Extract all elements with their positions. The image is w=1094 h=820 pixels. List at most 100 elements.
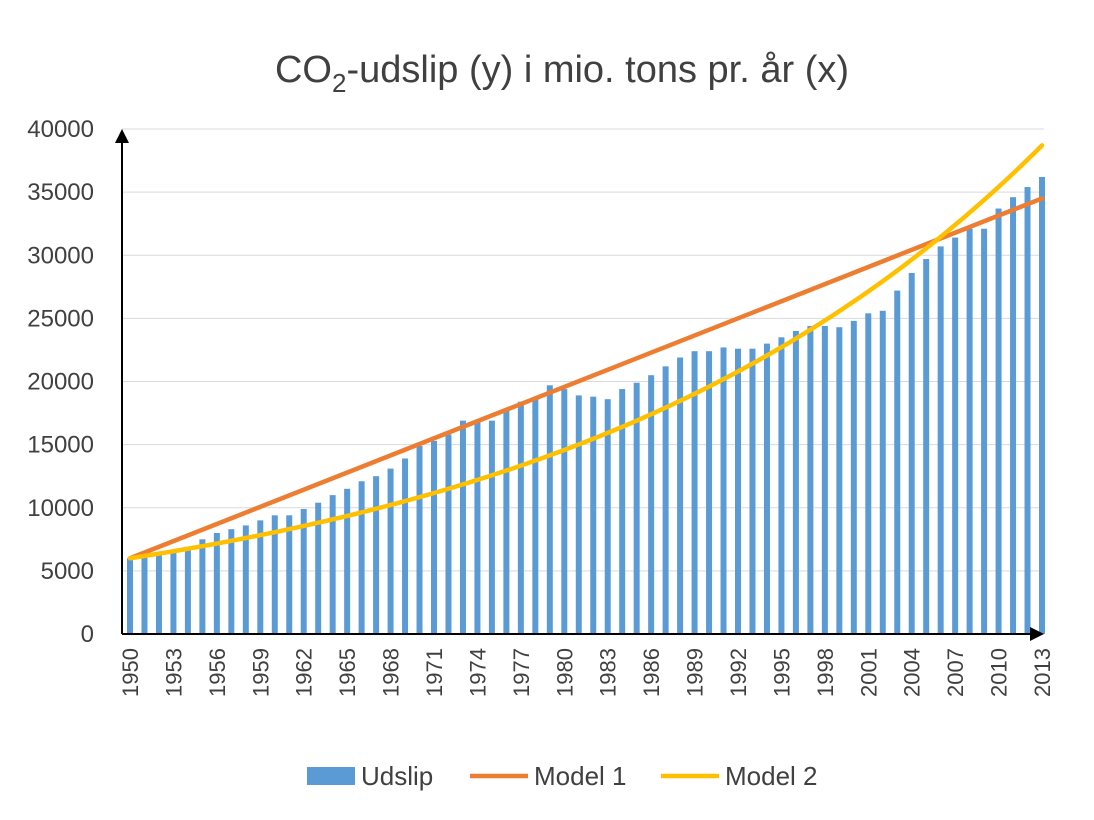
bar [648, 375, 655, 634]
y-tick-label: 5000 [41, 558, 94, 585]
x-tick-label: 2007 [943, 648, 968, 697]
bar [1010, 197, 1017, 635]
bar [271, 515, 278, 634]
x-tick-label: 2004 [900, 648, 925, 697]
bar [315, 502, 322, 634]
x-tick-label: 1971 [422, 648, 447, 697]
y-tick-label: 0 [81, 621, 94, 648]
bar [474, 421, 481, 634]
legend: Udslip Model 1 Model 2 [307, 761, 818, 791]
bar [865, 313, 872, 634]
bar-series-udslip [127, 176, 1045, 635]
bar [416, 445, 423, 634]
bar [821, 325, 828, 634]
bar [1024, 187, 1031, 634]
bar [836, 327, 843, 634]
bar [720, 347, 727, 634]
x-tick-label: 1953 [161, 648, 186, 697]
bar [242, 525, 249, 634]
bar [735, 348, 741, 634]
x-tick-label: 2013 [1030, 648, 1055, 697]
model-1-line [127, 196, 1045, 561]
bar [923, 259, 930, 634]
y-axis-arrow [115, 129, 129, 143]
x-tick-label: 1995 [769, 648, 794, 697]
bar [677, 357, 684, 634]
x-tick-label: 1956 [205, 648, 230, 697]
bar [995, 208, 1002, 634]
x-axis-ticks: 1950 1953 1956 1959 1962 1965 1968 1971 1974 1977… [118, 648, 1055, 697]
y-tick-label: 30000 [27, 242, 94, 269]
x-tick-label: 1959 [248, 648, 273, 697]
bar [619, 389, 626, 634]
bar [184, 546, 191, 634]
bar [546, 385, 553, 634]
bar [662, 366, 669, 634]
title-suffix: -udslip (y) i mio. tons pr. år (x) [346, 49, 849, 91]
model-2-curve [127, 143, 1045, 561]
bar [373, 476, 380, 634]
chart-title: CO2-udslip (y) i mio. tons pr. år (x) [275, 49, 849, 98]
bar [445, 434, 452, 634]
y-tick-label: 40000 [27, 116, 94, 143]
bar [604, 399, 611, 634]
legend-swatch-udslip [307, 767, 355, 785]
legend-label: Udslip [361, 761, 433, 791]
bar [937, 246, 944, 634]
bar [908, 272, 915, 634]
x-axis-arrow [1030, 627, 1044, 641]
axes [115, 129, 1044, 641]
bar [329, 495, 336, 634]
bar [532, 399, 539, 634]
bar [792, 331, 799, 634]
bar [488, 420, 495, 634]
y-tick-label: 15000 [27, 432, 94, 459]
y-axis-ticks: 0 5000 10000 15000 20000 25000 30000 35000 40000 [27, 116, 94, 648]
bar [344, 488, 351, 634]
bar [155, 553, 162, 634]
y-tick-label: 25000 [27, 305, 94, 332]
title-subscript: 2 [332, 68, 346, 98]
legend-label: Model 2 [725, 761, 818, 791]
bar [894, 290, 901, 634]
bar [1039, 176, 1045, 634]
bar [749, 348, 756, 634]
bar [966, 228, 973, 635]
x-tick-label: 1977 [509, 648, 534, 697]
x-tick-label: 2001 [856, 648, 881, 697]
bar [170, 551, 177, 634]
bar [199, 539, 206, 634]
bar [850, 320, 857, 634]
bar [879, 310, 886, 634]
legend-label: Model 1 [534, 761, 627, 791]
bar [807, 325, 814, 634]
bar [633, 382, 640, 634]
bar [257, 520, 264, 634]
x-tick-label: 1962 [292, 648, 317, 697]
bar [387, 468, 394, 634]
x-tick-label: 1989 [683, 648, 708, 697]
x-tick-label: 1983 [596, 648, 621, 697]
x-tick-label: 1998 [813, 648, 838, 697]
bar [691, 351, 698, 634]
x-tick-label: 1992 [726, 648, 751, 697]
bar [590, 396, 597, 634]
bar [402, 458, 409, 634]
bar [952, 237, 959, 634]
bar [706, 351, 713, 634]
bar [286, 515, 293, 634]
x-tick-label: 1968 [379, 648, 404, 697]
bar [358, 481, 365, 634]
bar [431, 440, 437, 634]
x-tick-label: 1965 [335, 648, 360, 697]
title-prefix: CO [275, 49, 332, 91]
bar [778, 337, 785, 634]
model-lines [127, 143, 1045, 561]
bar [981, 228, 988, 635]
y-tick-label: 35000 [27, 179, 94, 206]
bar [575, 395, 582, 634]
bar [300, 509, 307, 634]
bar [141, 554, 148, 634]
bar [763, 343, 770, 634]
bar [213, 533, 220, 634]
